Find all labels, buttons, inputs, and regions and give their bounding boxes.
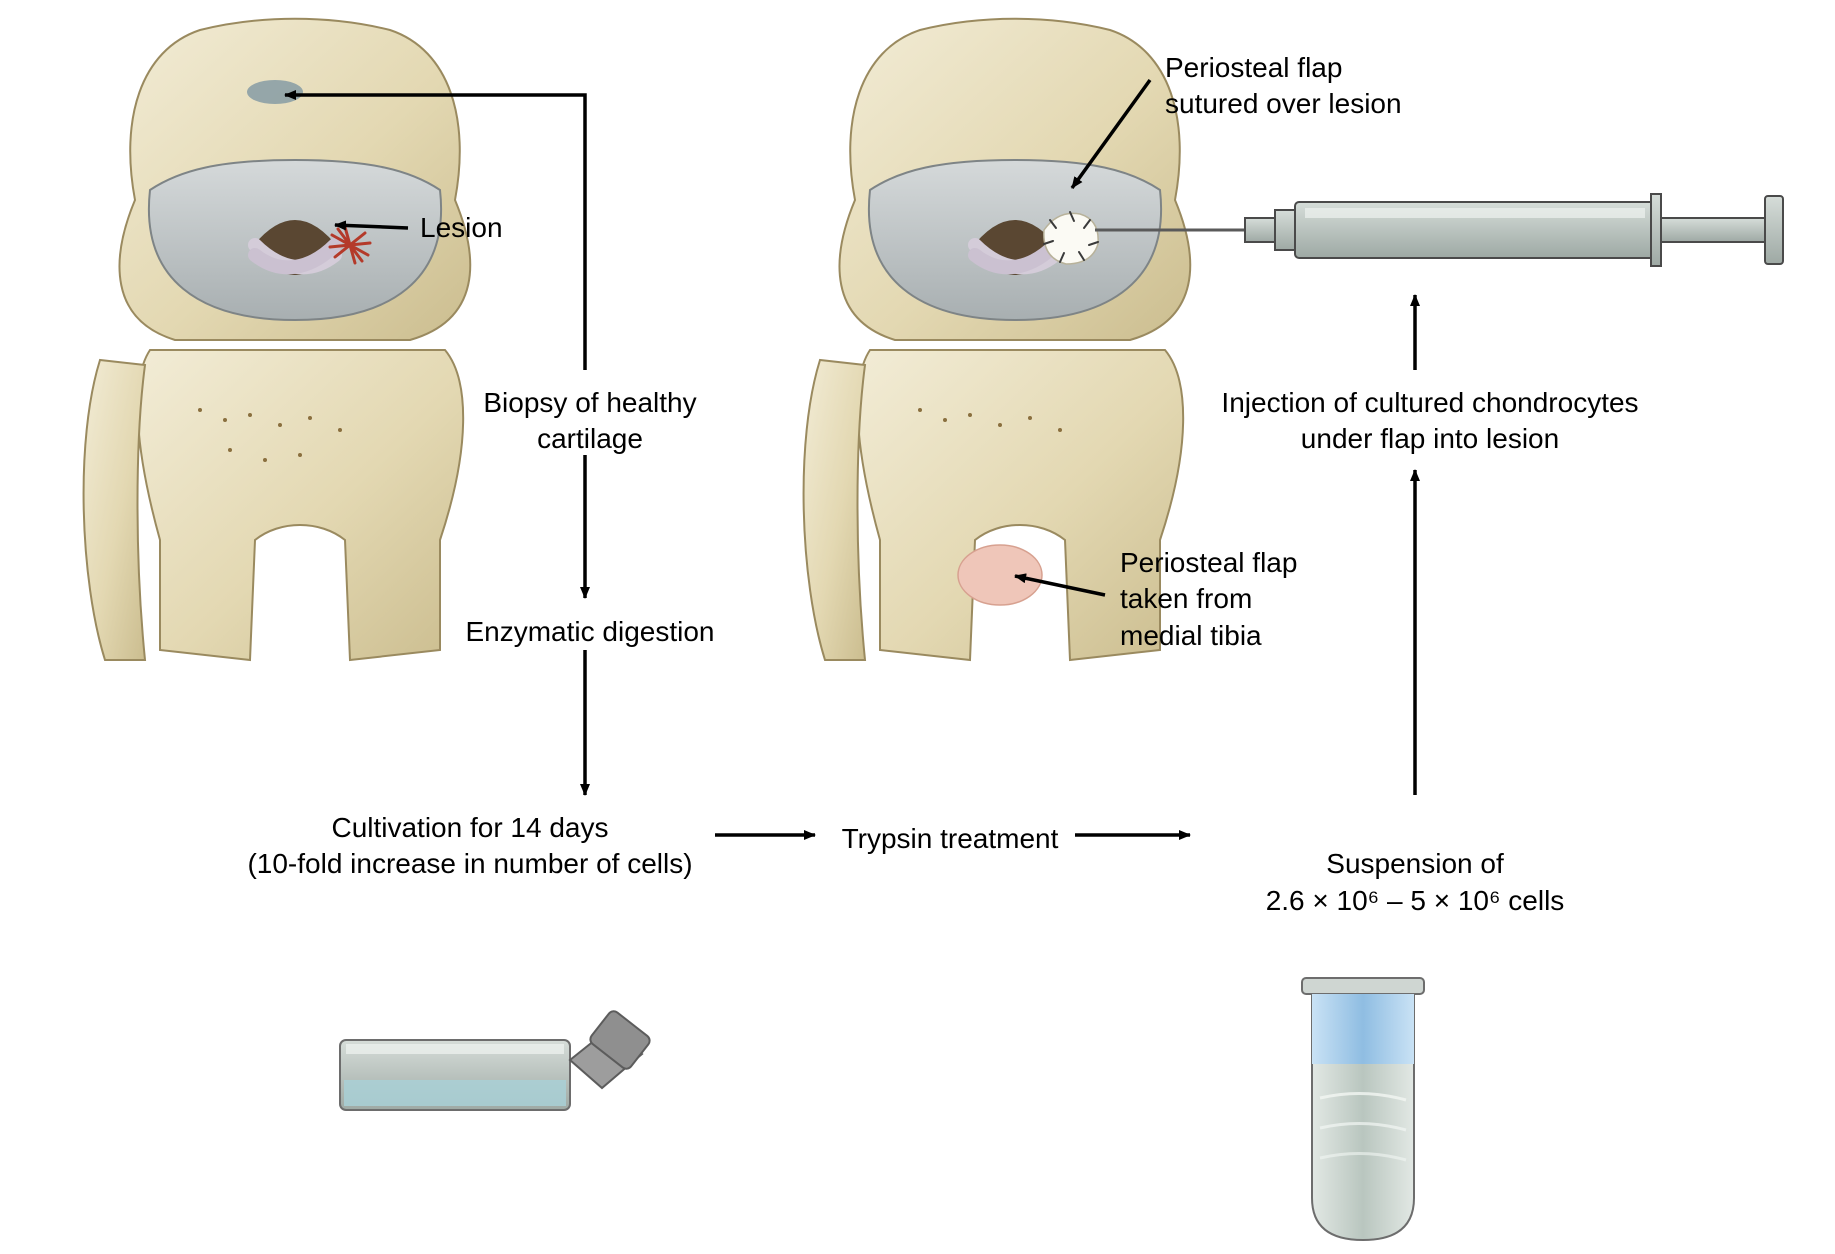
culture-flask-illustration [340,1009,652,1110]
label-cultivation: Cultivation for 14 days (10-fold increas… [230,810,710,883]
knee-left-illustration [84,19,471,660]
diagram-stage [0,0,1835,1254]
label-lesion: Lesion [420,210,503,246]
label-enzymatic: Enzymatic digestion [455,614,725,650]
label-trypsin: Trypsin treatment [830,821,1070,857]
test-tube-illustration [1302,978,1424,1240]
label-suspension-value: 2.6 × 10⁶ – 5 × 10⁶ cells [1266,885,1565,916]
label-suspension: Suspension of 2.6 × 10⁶ – 5 × 10⁶ cells [1205,810,1625,919]
label-flap-taken: Periosteal flap taken from medial tibia [1120,545,1340,654]
syringe-illustration [1095,194,1783,266]
label-biopsy: Biopsy of healthy cartilage [475,385,705,458]
label-suspension-prefix: Suspension of [1326,848,1503,879]
label-injection: Injection of cultured chondrocytes under… [1210,385,1650,458]
label-flap-sutured: Periosteal flap sutured over lesion [1165,50,1455,123]
